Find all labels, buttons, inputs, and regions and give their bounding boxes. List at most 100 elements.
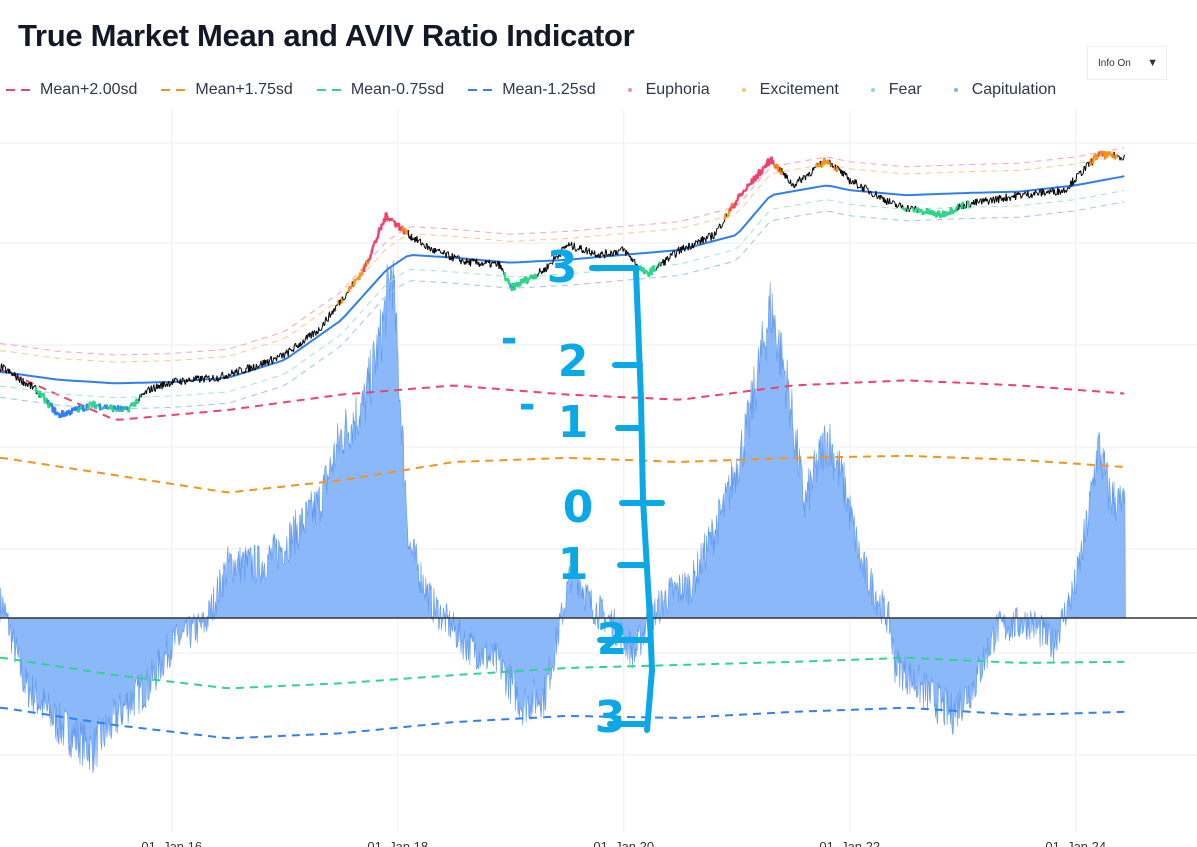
price-segment <box>202 377 204 380</box>
price-segment <box>34 384 37 387</box>
price-segment <box>599 252 602 259</box>
legend-item[interactable]: Capitulation <box>940 81 1056 99</box>
price-segment <box>650 268 654 276</box>
price-segment <box>619 249 621 251</box>
price-segment <box>1035 191 1038 194</box>
price-segment <box>310 332 313 339</box>
price-segment <box>1042 189 1045 192</box>
chart-legend: Mean+2.00sd Mean+1.75sd Mean-0.75sd Mean-1.… <box>0 80 1074 100</box>
price-segment <box>948 211 951 215</box>
price-segment <box>259 363 261 367</box>
price-segment <box>857 186 860 189</box>
price-segment <box>792 183 795 188</box>
price-segment <box>269 357 271 360</box>
price-segment <box>676 249 678 253</box>
price-segment <box>444 252 446 254</box>
price-segment <box>716 228 718 230</box>
price-segment <box>632 259 634 263</box>
price-segment <box>720 226 722 229</box>
price-segment <box>715 229 718 236</box>
price-segment <box>866 187 868 189</box>
price-segment <box>605 249 608 256</box>
price-segment <box>965 200 968 209</box>
price-segment <box>870 193 873 196</box>
legend-label: Mean+2.00sd <box>40 81 138 98</box>
price-segment <box>354 278 358 282</box>
price-segment <box>914 205 917 208</box>
price-segment <box>318 329 321 332</box>
price-segment <box>495 265 498 267</box>
price-segment <box>897 205 899 208</box>
price-segment <box>302 339 305 343</box>
legend-item[interactable]: Euphoria <box>614 81 710 99</box>
legend-item[interactable]: Mean-1.25sd <box>462 81 596 99</box>
price-segment <box>476 258 478 264</box>
price-segment <box>604 250 606 259</box>
legend-item[interactable]: Fear <box>857 81 922 99</box>
price-segment <box>201 375 204 378</box>
price-segment <box>236 368 238 373</box>
price-segment <box>897 204 900 207</box>
price-segment <box>250 365 252 367</box>
price-segment <box>569 244 571 247</box>
price-segment <box>896 206 899 209</box>
legend-item[interactable]: Mean-0.75sd <box>311 81 444 99</box>
price-segment <box>847 176 850 181</box>
price-segment <box>879 194 882 200</box>
price-segment <box>741 191 745 195</box>
price-segment <box>1082 166 1085 174</box>
price-segment <box>1025 192 1027 196</box>
price-segment <box>183 378 185 382</box>
price-segment <box>845 172 848 175</box>
price-segment <box>893 200 895 203</box>
price-segment <box>26 382 28 385</box>
price-segment <box>981 200 983 205</box>
aviv-band-plus175 <box>0 454 1125 494</box>
price-segment <box>390 217 394 220</box>
price-segment <box>618 249 621 251</box>
price-segment <box>1023 192 1025 195</box>
price-segment <box>795 183 798 187</box>
price-segment <box>358 274 362 281</box>
price-segment <box>875 191 878 197</box>
price-segment <box>1049 188 1052 193</box>
price-segment <box>554 255 557 260</box>
price-segment <box>1038 191 1040 195</box>
price-segment <box>723 219 726 223</box>
price-segment <box>674 256 677 258</box>
legend-item[interactable]: Mean+1.75sd <box>155 81 293 99</box>
price-segment <box>10 371 12 374</box>
legend-item[interactable]: Mean+2.00sd <box>0 81 137 99</box>
price-segment <box>82 409 85 413</box>
price-segment <box>634 259 636 266</box>
price-segment <box>511 282 515 285</box>
legend-item[interactable]: Excitement <box>728 81 839 99</box>
price-segment <box>327 314 330 322</box>
price-segment <box>951 211 955 215</box>
price-segment <box>320 327 323 331</box>
price-segment <box>393 220 397 226</box>
info-dropdown[interactable]: Info On ▼ <box>1087 46 1167 80</box>
price-segment <box>163 381 166 385</box>
price-segment <box>873 195 876 198</box>
price-segment <box>580 244 583 251</box>
price-segment <box>296 344 299 348</box>
price-segment <box>1000 195 1002 201</box>
price-segment <box>280 352 282 355</box>
price-segment <box>181 377 183 385</box>
price-segment <box>970 202 973 206</box>
price-segment <box>2 364 5 366</box>
price-segment <box>1091 157 1095 165</box>
price-segment <box>1045 192 1047 195</box>
price-segment <box>385 213 389 217</box>
price-segment <box>868 191 871 195</box>
price-segment <box>760 171 764 175</box>
annotation-label: 2 <box>558 336 589 387</box>
price-segment <box>397 222 401 228</box>
price-segment <box>1015 195 1017 201</box>
price-segment <box>1068 187 1071 190</box>
price-segment <box>943 210 947 214</box>
price-segment <box>768 157 772 161</box>
price-segment <box>627 251 629 254</box>
price-segment <box>113 405 117 410</box>
